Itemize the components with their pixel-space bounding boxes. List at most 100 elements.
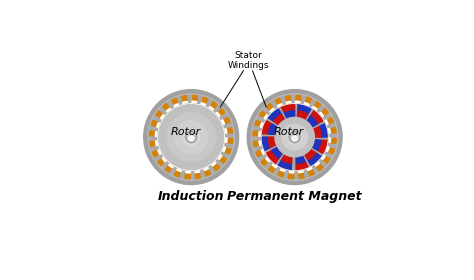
Text: Rotor: Rotor	[170, 127, 201, 137]
Wedge shape	[176, 97, 182, 105]
Wedge shape	[221, 117, 230, 125]
Text: Rotor: Rotor	[274, 127, 304, 137]
Circle shape	[187, 133, 196, 141]
Wedge shape	[308, 152, 322, 165]
Wedge shape	[181, 171, 186, 178]
Circle shape	[282, 124, 308, 150]
Wedge shape	[209, 106, 214, 110]
Wedge shape	[278, 108, 286, 120]
Wedge shape	[329, 138, 337, 143]
Wedge shape	[255, 120, 263, 127]
Wedge shape	[289, 171, 294, 173]
Wedge shape	[163, 103, 171, 112]
Wedge shape	[313, 125, 321, 137]
Wedge shape	[171, 98, 179, 107]
Wedge shape	[295, 161, 309, 170]
Wedge shape	[323, 112, 331, 120]
Wedge shape	[307, 167, 312, 171]
Wedge shape	[162, 162, 170, 170]
Wedge shape	[225, 127, 233, 133]
Wedge shape	[261, 158, 270, 166]
Wedge shape	[304, 155, 311, 166]
Wedge shape	[149, 131, 157, 136]
Wedge shape	[325, 120, 328, 125]
Wedge shape	[288, 171, 294, 179]
Text: Permanent Magnet: Permanent Magnet	[228, 190, 362, 203]
Wedge shape	[191, 172, 196, 179]
Wedge shape	[315, 162, 319, 166]
Wedge shape	[319, 108, 328, 116]
Wedge shape	[266, 119, 278, 127]
Wedge shape	[280, 97, 286, 105]
Wedge shape	[274, 167, 281, 175]
Wedge shape	[226, 138, 227, 143]
Wedge shape	[259, 141, 261, 146]
Wedge shape	[268, 124, 277, 136]
Wedge shape	[305, 148, 317, 160]
Wedge shape	[166, 108, 171, 112]
Wedge shape	[216, 159, 224, 167]
Circle shape	[175, 121, 208, 153]
Circle shape	[292, 136, 297, 141]
Wedge shape	[204, 167, 209, 171]
Wedge shape	[312, 121, 324, 128]
Wedge shape	[270, 108, 274, 112]
Wedge shape	[256, 150, 264, 157]
Wedge shape	[264, 115, 268, 119]
Wedge shape	[328, 127, 336, 133]
Wedge shape	[223, 147, 231, 154]
Wedge shape	[253, 141, 261, 147]
Wedge shape	[158, 150, 161, 154]
Wedge shape	[262, 121, 272, 136]
Circle shape	[144, 90, 238, 185]
Wedge shape	[260, 123, 263, 127]
Wedge shape	[277, 154, 284, 165]
Wedge shape	[295, 172, 299, 179]
Circle shape	[275, 117, 314, 157]
Wedge shape	[152, 150, 161, 157]
Wedge shape	[225, 142, 232, 148]
Wedge shape	[296, 105, 311, 114]
Wedge shape	[280, 169, 285, 172]
Wedge shape	[327, 147, 335, 154]
Wedge shape	[265, 162, 273, 170]
Wedge shape	[262, 108, 270, 115]
Wedge shape	[325, 117, 334, 125]
Wedge shape	[216, 112, 220, 116]
Wedge shape	[204, 167, 211, 176]
Wedge shape	[256, 116, 264, 123]
Wedge shape	[218, 155, 227, 163]
Wedge shape	[187, 95, 191, 103]
Wedge shape	[312, 165, 319, 173]
Wedge shape	[185, 171, 191, 179]
Circle shape	[289, 132, 300, 143]
Wedge shape	[155, 132, 157, 136]
Wedge shape	[157, 123, 159, 127]
Wedge shape	[304, 103, 309, 105]
Wedge shape	[157, 158, 166, 166]
Wedge shape	[166, 101, 174, 109]
Wedge shape	[315, 162, 323, 171]
Wedge shape	[153, 116, 161, 123]
Wedge shape	[319, 112, 324, 116]
Wedge shape	[161, 115, 164, 119]
Circle shape	[167, 113, 216, 162]
Wedge shape	[259, 132, 260, 136]
Circle shape	[156, 102, 226, 172]
Wedge shape	[328, 142, 336, 148]
Wedge shape	[268, 109, 282, 123]
Wedge shape	[266, 150, 280, 164]
Wedge shape	[319, 159, 327, 167]
Wedge shape	[186, 171, 191, 173]
Wedge shape	[306, 115, 318, 127]
Wedge shape	[304, 169, 310, 178]
Wedge shape	[151, 120, 159, 127]
Text: Induction: Induction	[158, 190, 224, 203]
Wedge shape	[304, 97, 311, 105]
Wedge shape	[295, 155, 306, 164]
Wedge shape	[149, 137, 157, 142]
Wedge shape	[269, 164, 277, 173]
Wedge shape	[254, 126, 261, 132]
Wedge shape	[155, 111, 164, 119]
Wedge shape	[223, 122, 231, 128]
